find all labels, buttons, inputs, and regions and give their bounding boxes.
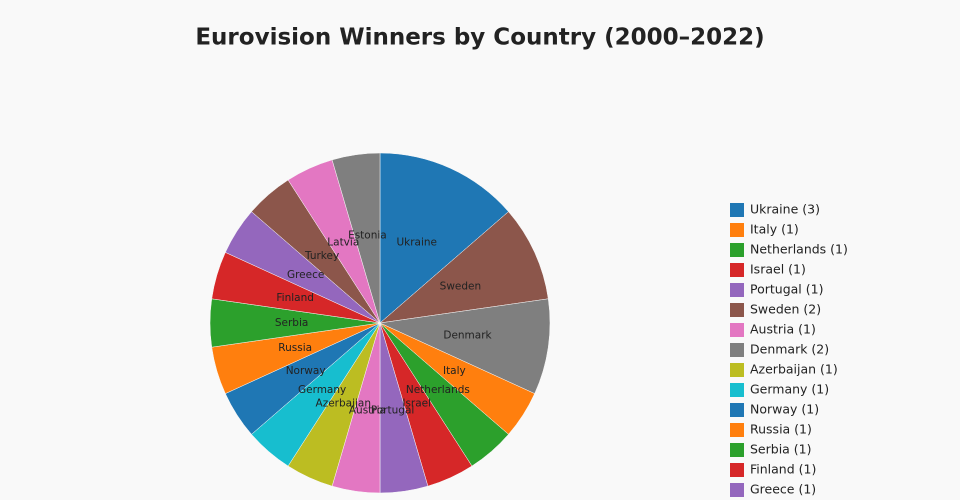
legend-label: Norway (1) xyxy=(750,402,819,417)
legend-swatch xyxy=(730,363,744,377)
slice-label: Finland xyxy=(276,292,314,304)
legend-label: Netherlands (1) xyxy=(750,242,848,257)
slice-label: Norway xyxy=(286,365,326,377)
legend-label: Austria (1) xyxy=(750,322,816,337)
pie-slice xyxy=(331,152,381,324)
legend-label: Serbia (1) xyxy=(750,442,812,457)
slice-label: Russia xyxy=(278,342,312,354)
legend-swatch xyxy=(730,303,744,317)
legend-swatch xyxy=(730,323,744,337)
legend-swatch xyxy=(730,423,744,437)
slice-label: Austria xyxy=(349,405,386,417)
slice-label: Israel xyxy=(402,397,431,409)
legend-swatch xyxy=(730,443,744,457)
legend-swatch xyxy=(730,463,744,477)
slice-label: Greece xyxy=(287,269,324,281)
legend-swatch xyxy=(730,283,744,297)
legend-label: Russia (1) xyxy=(750,422,812,437)
legend-label: Finland (1) xyxy=(750,462,816,477)
legend-swatch xyxy=(730,403,744,417)
slice-label: Serbia xyxy=(275,317,308,329)
legend-label: Sweden (2) xyxy=(750,302,821,317)
legend-swatch xyxy=(730,483,744,497)
legend-label: Germany (1) xyxy=(750,382,829,397)
legend-label: Denmark (2) xyxy=(750,342,829,357)
pie-slice xyxy=(379,152,509,324)
legend-label: Greece (1) xyxy=(750,482,816,497)
slice-label: Latvia xyxy=(327,237,359,249)
slice-label: Germany xyxy=(298,384,346,396)
slice-label: Ukraine xyxy=(396,237,437,249)
legend-swatch xyxy=(730,343,744,357)
legend-swatch xyxy=(730,223,744,237)
chart-title: Eurovision Winners by Country (2000–2022… xyxy=(195,25,764,51)
legend-label: Israel (1) xyxy=(750,262,806,277)
legend-label: Azerbaijan (1) xyxy=(750,362,838,377)
slice-label: Azerbaijan xyxy=(316,397,372,409)
legend-label: Italy (1) xyxy=(750,222,799,237)
slice-label: Netherlands xyxy=(406,384,470,396)
legend-swatch xyxy=(730,203,744,217)
legend-swatch xyxy=(730,383,744,397)
legend-swatch xyxy=(730,243,744,257)
pie-slice xyxy=(379,211,549,324)
legend-label: Portugal (1) xyxy=(750,282,823,297)
slice-label: Denmark xyxy=(443,330,492,342)
legend-label: Ukraine (3) xyxy=(750,202,820,217)
slice-label: Italy xyxy=(443,365,466,377)
slice-label: Estonia xyxy=(348,229,387,241)
slice-label: Turkey xyxy=(304,250,339,262)
slice-label: Sweden xyxy=(440,280,482,292)
pie-slice xyxy=(379,298,551,394)
slice-label: Portugal xyxy=(371,405,415,417)
legend-swatch xyxy=(730,263,744,277)
